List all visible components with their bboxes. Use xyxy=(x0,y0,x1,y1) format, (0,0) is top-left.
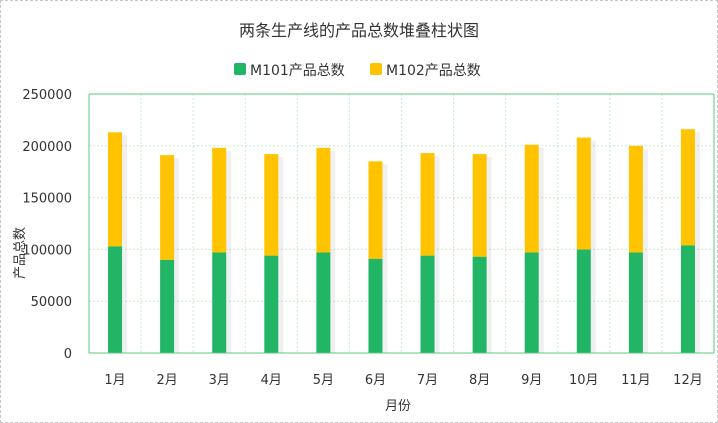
bar-m102-2 xyxy=(160,155,175,260)
bar-m101-9 xyxy=(524,252,539,353)
bar-m102-12 xyxy=(680,129,695,246)
bar-m102-8 xyxy=(472,154,487,257)
x-tick-label: 6月 xyxy=(365,373,386,388)
x-tick-label: 8月 xyxy=(469,373,490,388)
x-tick-label: 9月 xyxy=(521,373,542,388)
x-tick-labels: 1月 2月 3月 4月 5月 6月 7月 8月 9月 10月 11月 12月 xyxy=(104,373,702,388)
bar-m102-3 xyxy=(212,147,227,253)
x-tick-label: 3月 xyxy=(209,373,230,388)
bar-m102-9 xyxy=(524,144,539,253)
x-tick-label: 4月 xyxy=(261,373,282,388)
bar-m102-5 xyxy=(316,147,331,253)
axes xyxy=(88,93,715,354)
x-tick-label: 7月 xyxy=(417,373,438,388)
x-tick-label: 10月 xyxy=(569,373,599,388)
y-tick-label: 50000 xyxy=(31,295,72,310)
bar-m101-11 xyxy=(628,252,643,353)
y-tick-label: 100000 xyxy=(22,243,72,258)
x-tick-label: 1月 xyxy=(104,373,125,388)
bar-m102-4 xyxy=(264,154,279,256)
bar-m101-4 xyxy=(264,255,279,353)
y-tick-label: 250000 xyxy=(22,88,72,103)
bar-m102-11 xyxy=(628,145,643,253)
y-tick-label: 200000 xyxy=(22,140,72,155)
legend: M101产品总数 M102产品总数 xyxy=(234,63,481,79)
grid-lines xyxy=(88,93,715,354)
y-tick-labels: 0 50000 100000 150000 200000 250000 xyxy=(22,88,72,362)
bar-m101-2 xyxy=(160,259,175,353)
x-axis-label: 月份 xyxy=(385,399,411,414)
bar-m102-6 xyxy=(368,161,383,259)
bars xyxy=(108,129,700,353)
bar-m102-1 xyxy=(108,132,123,247)
legend-label: M102产品总数 xyxy=(386,63,481,79)
bar-m101-3 xyxy=(212,252,227,353)
bar-m101-5 xyxy=(316,252,331,353)
legend-swatch xyxy=(234,63,246,75)
bar-m101-7 xyxy=(420,255,435,353)
legend-swatch xyxy=(370,63,382,75)
bar-m101-12 xyxy=(680,245,695,353)
bar-m101-1 xyxy=(108,246,123,353)
y-tick-label: 150000 xyxy=(22,192,72,207)
x-tick-label: 11月 xyxy=(621,373,651,388)
bar-m101-6 xyxy=(368,258,383,353)
x-tick-label: 12月 xyxy=(673,373,703,388)
y-tick-label: 0 xyxy=(64,347,72,362)
bar-m101-10 xyxy=(576,249,591,353)
bar-m102-10 xyxy=(576,137,591,250)
legend-label: M101产品总数 xyxy=(250,63,345,79)
x-tick-label: 5月 xyxy=(313,373,334,388)
x-tick-label: 2月 xyxy=(156,373,177,388)
bar-m102-7 xyxy=(420,153,435,256)
bar-m101-8 xyxy=(472,256,487,353)
y-axis-label: 产品总数 xyxy=(13,227,28,279)
chart-title: 两条生产线的产品总数堆叠柱状图 xyxy=(239,21,479,40)
